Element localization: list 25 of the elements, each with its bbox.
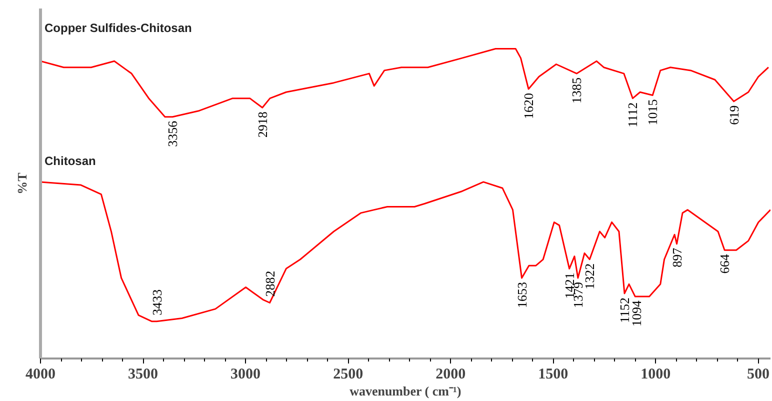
annotation: 1015 <box>645 99 660 126</box>
annotation: 3356 <box>165 120 180 147</box>
x-tick-label: 2500 <box>333 366 364 382</box>
series-label: Chitosan <box>44 154 96 168</box>
annotation: 619 <box>726 105 742 125</box>
annotation: 664 <box>717 254 732 274</box>
annotation: 1620 <box>521 93 536 120</box>
annotation: 3433 <box>149 289 164 316</box>
x-tick-label: 2000 <box>436 366 466 382</box>
x-tick-label: 1000 <box>640 366 671 382</box>
annotation: 1385 <box>569 78 584 104</box>
annotation: 897 <box>669 247 684 268</box>
x-tick-label: 4000 <box>26 366 56 382</box>
x-tick-label: 3500 <box>128 366 158 382</box>
text: Copper Sulfides-Chitosan <box>44 20 192 35</box>
x-tick-label: 3000 <box>230 366 261 382</box>
annotation: 1653 <box>514 282 530 308</box>
annotation: 2882 <box>262 270 278 297</box>
x-tick-label: 1500 <box>538 366 568 382</box>
annotation: 2918 <box>254 112 270 138</box>
x-tick-label: 500 <box>746 366 770 382</box>
x-axis-title: wavenumber ( cm⁻¹) <box>350 384 462 398</box>
annotation: 1112 <box>625 102 640 128</box>
annotation: 1322 <box>582 263 598 290</box>
y-axis-title: %T <box>14 172 30 194</box>
